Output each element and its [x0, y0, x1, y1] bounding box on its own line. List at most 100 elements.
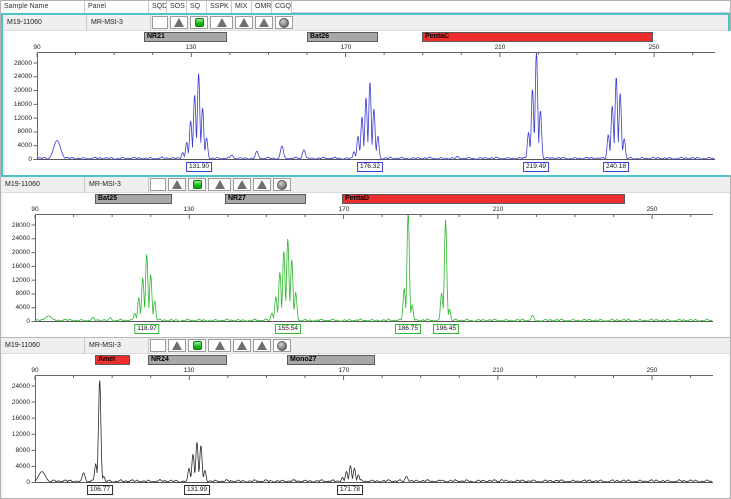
panel-name-cell: MR-MSI-3 [85, 338, 149, 354]
flag-cell-mix[interactable] [233, 178, 251, 191]
sample-block-3[interactable]: M19-11060 MR-MSI-3 Amel NR24 Mono27 90 130 1… [1, 337, 730, 498]
flag-cell-cgq[interactable] [273, 178, 291, 191]
x-tick-label: 170 [338, 206, 350, 213]
electropherogram-plot[interactable]: NR21 Bat26 PentaC 90 130 170 210 250 0 4000 8000… [5, 31, 731, 175]
y-tick-label: 24000 [11, 382, 30, 390]
y-tick-label: 4000 [15, 304, 30, 312]
flag-cell-sspk[interactable] [210, 16, 233, 29]
peak-size-label[interactable]: 171.78 [337, 485, 363, 495]
x-tick-label: 210 [492, 367, 504, 374]
flag-cell-sos[interactable] [168, 178, 186, 191]
header-col-sspk[interactable]: SSPK [207, 1, 232, 13]
peak-size-label[interactable]: 106.77 [87, 485, 113, 495]
marker-bar-nr21[interactable]: NR21 [144, 32, 227, 42]
omr-triangle-icon [257, 180, 267, 189]
flag-cell-sqd[interactable] [152, 16, 168, 29]
header-col-cgq[interactable]: CGQ [272, 1, 292, 13]
flag-cell-sspk[interactable] [208, 178, 231, 191]
sos-triangle-icon [172, 341, 182, 350]
peak-size-label[interactable]: 196.45 [433, 324, 459, 334]
y-tick-label: 16000 [11, 414, 30, 422]
x-axis-row: 90 130 170 210 250 [3, 366, 729, 375]
flag-cell-sqd[interactable] [150, 339, 166, 352]
sample-row[interactable]: M19-11060 MR-MSI-3 [1, 338, 730, 354]
sample-block-2[interactable]: M19-11060 MR-MSI-3 Bat25 NR27 PentaD 90 130… [1, 177, 730, 337]
peak-size-label[interactable]: 131.90 [186, 162, 212, 172]
marker-bar-pentad[interactable]: PentaD [342, 194, 625, 204]
y-tick-label: 8000 [17, 128, 32, 136]
marker-bar-mono27[interactable]: Mono27 [287, 355, 375, 365]
y-tick-label: 24000 [11, 235, 30, 243]
sample-row[interactable]: M19-11060 MR-MSI-3 [3, 15, 728, 31]
marker-bar-pentac[interactable]: PentaC [422, 32, 653, 42]
table-header: Sample Name Panel SQD SOS SQ SSPK MIX OMR CGQ [1, 1, 730, 13]
cgq-sphere-icon [277, 340, 287, 351]
flag-cell-omr[interactable] [255, 16, 273, 29]
trace-chart[interactable]: 0 4000 8000 12000 16000 20000 24000 28000 [5, 52, 731, 163]
header-col-omr[interactable]: OMR [252, 1, 272, 13]
y-tick-label: 28000 [11, 221, 30, 229]
peak-size-label[interactable]: 240.18 [603, 162, 629, 172]
peak-size-label[interactable]: 186.75 [395, 324, 421, 334]
sample-row[interactable]: M19-11060 MR-MSI-3 [1, 177, 730, 193]
peak-size-label[interactable]: 176.32 [357, 162, 383, 172]
marker-bar-bat26[interactable]: Bat26 [307, 32, 378, 42]
marker-bar-nr24[interactable]: NR24 [148, 355, 227, 365]
flag-cell-omr[interactable] [253, 339, 271, 352]
header-col-mix[interactable]: MIX [232, 1, 252, 13]
header-col-sqd[interactable]: SQD [149, 1, 167, 13]
header-col-panel[interactable]: Panel [85, 1, 149, 13]
sample-name-cell[interactable]: M19-11060 [1, 177, 85, 193]
electropherogram-plot[interactable]: Amel NR24 Mono27 90 130 170 210 250 0 4000 8000 1… [3, 354, 729, 498]
flag-cell-sos[interactable] [170, 16, 188, 29]
flag-cell-sqd[interactable] [150, 178, 166, 191]
header-col-sample-name[interactable]: Sample Name [1, 1, 85, 13]
peak-labels-row: 118.97 155.54 186.75 196.45 [3, 323, 729, 337]
marker-bar-bat25[interactable]: Bat25 [95, 194, 172, 204]
peak-size-label[interactable]: 131.99 [184, 485, 210, 495]
flag-cell-sspk[interactable] [208, 339, 231, 352]
y-tick-label: 16000 [11, 262, 30, 270]
header-col-sq[interactable]: SQ [187, 1, 207, 13]
flag-cell-sos[interactable] [168, 339, 186, 352]
x-tick-label: 250 [646, 367, 658, 374]
x-tick-label: 250 [646, 206, 658, 213]
flag-cell-cgq[interactable] [273, 339, 291, 352]
x-tick-label: 170 [340, 44, 352, 51]
y-tick-label: 16000 [13, 100, 32, 108]
x-tick-label: 170 [338, 367, 350, 374]
mix-triangle-icon [237, 180, 247, 189]
flag-cell-omr[interactable] [253, 178, 271, 191]
x-tick-label: 90 [33, 44, 41, 51]
sspk-triangle-icon [214, 341, 225, 350]
flag-cell-sq[interactable] [188, 178, 206, 191]
peak-size-label[interactable]: 219.49 [523, 162, 549, 172]
y-tick-label: 28000 [13, 59, 32, 67]
sample-block-1[interactable]: M19-11060 MR-MSI-3 NR21 Bat26 PentaC 90 130… [1, 13, 731, 177]
signal-trace [36, 52, 715, 160]
x-tick-label: 130 [185, 44, 197, 51]
electropherogram-plot[interactable]: Bat25 NR27 PentaD 90 130 170 210 250 0 4000 8000… [3, 193, 729, 337]
trace-chart[interactable]: 0 4000 8000 12000 16000 20000 24000 [3, 375, 729, 486]
marker-bar-amel[interactable]: Amel [95, 355, 130, 365]
signal-trace [34, 214, 713, 322]
flag-cell-mix[interactable] [235, 16, 253, 29]
peak-labels-row: 106.77 131.99 171.78 [3, 484, 729, 498]
flag-cell-sq[interactable] [190, 16, 208, 29]
peak-size-label[interactable]: 118.97 [134, 324, 160, 334]
flag-cell-cgq[interactable] [275, 16, 293, 29]
y-tick-label: 0 [28, 156, 32, 163]
trace-chart[interactable]: 0 4000 8000 12000 16000 20000 24000 28000 [3, 214, 729, 325]
sample-name-cell[interactable]: M19-11060 [1, 338, 85, 354]
marker-bar-nr27[interactable]: NR27 [225, 194, 306, 204]
y-tick-label: 4000 [15, 462, 30, 470]
marker-bar-row: Amel NR24 Mono27 [3, 354, 729, 366]
sq-green-square-icon [194, 18, 204, 27]
trace-svg [33, 52, 715, 160]
sample-name-cell[interactable]: M19-11060 [3, 15, 87, 31]
flag-cell-mix[interactable] [233, 339, 251, 352]
peak-size-label[interactable]: 155.54 [275, 324, 301, 334]
header-col-sos[interactable]: SOS [167, 1, 187, 13]
x-tick-label: 250 [648, 44, 660, 51]
flag-cell-sq[interactable] [188, 339, 206, 352]
